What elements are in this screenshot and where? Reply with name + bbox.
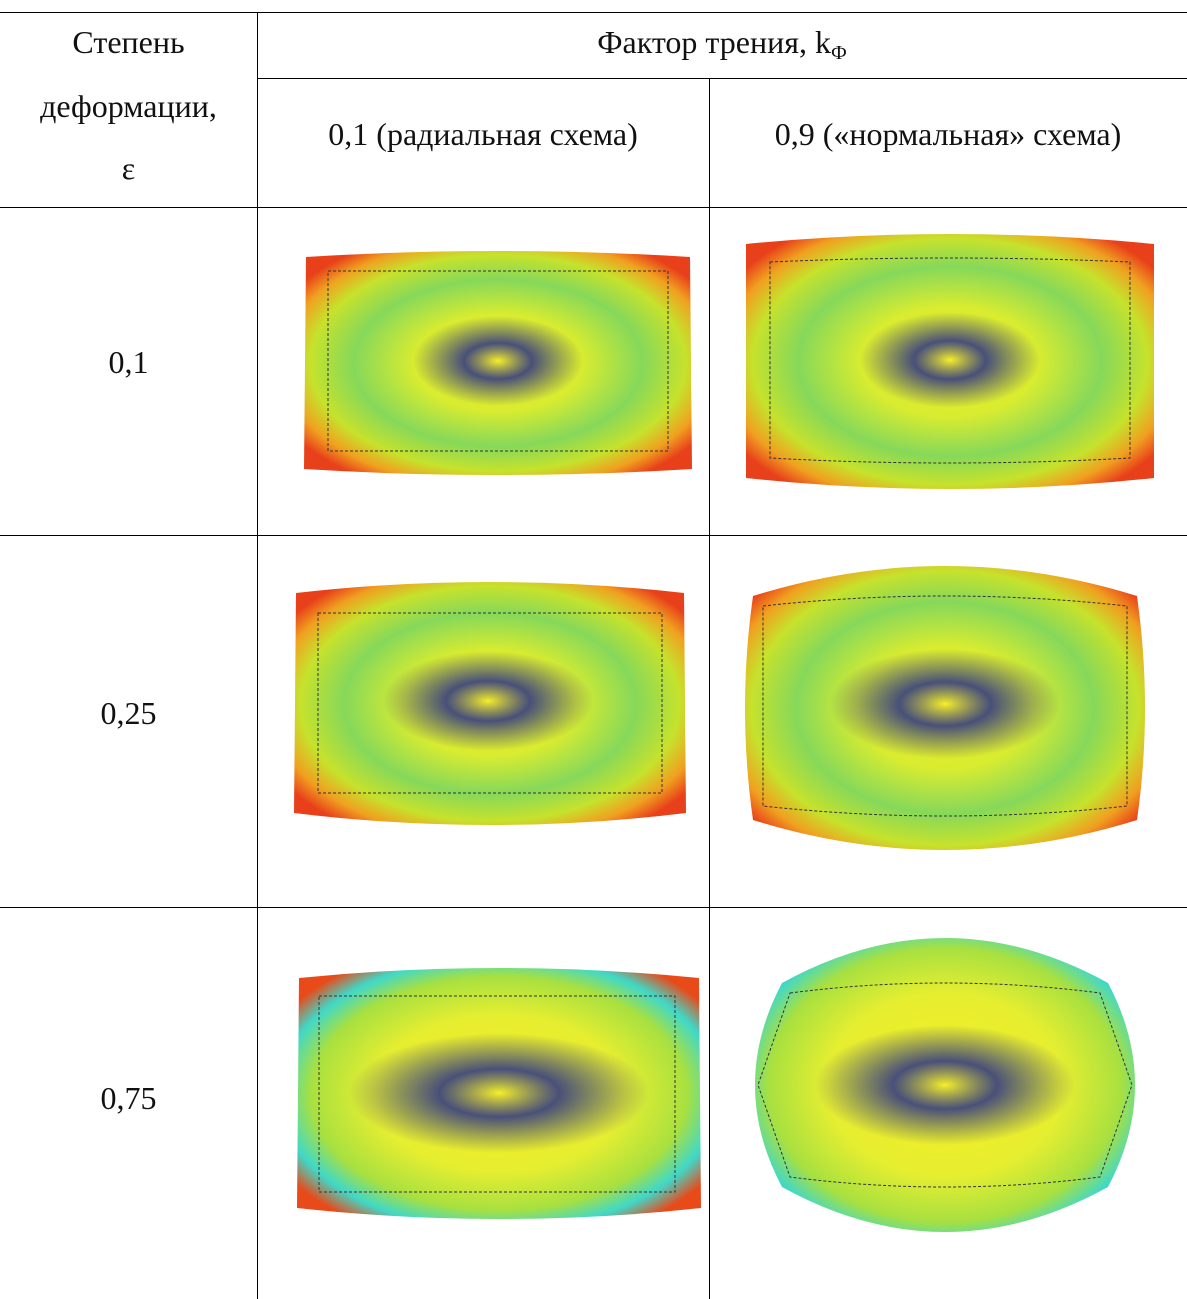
- strain: 0,75: [0, 1082, 257, 1114]
- simulation-image: [298, 243, 698, 483]
- rule: [0, 535, 1187, 536]
- rule: [709, 78, 710, 1299]
- rule: [0, 207, 1187, 208]
- rule: [257, 12, 258, 1299]
- simulation-image: [288, 573, 692, 833]
- row-label: Степень: [0, 26, 257, 58]
- row-label: ε: [0, 152, 257, 184]
- rule: [0, 12, 1187, 13]
- simulation-image: [742, 913, 1148, 1257]
- column-group: Фактор трения, kФ: [257, 26, 1187, 63]
- page: Степень деформации, ε Фактор трения, kФ …: [0, 0, 1187, 1299]
- simulation-image: [743, 546, 1147, 870]
- simulation-image: [740, 228, 1160, 496]
- rule: [257, 78, 1187, 79]
- rule: [0, 907, 1187, 908]
- simulation-image: [293, 958, 705, 1228]
- column-header: 0,1 (радиальная схема): [257, 118, 709, 150]
- column-group-subscript: Ф: [831, 42, 847, 64]
- strain: 0,25: [0, 697, 257, 729]
- strain: 0,1: [0, 346, 257, 378]
- column-group-text: Фактор трения, k: [597, 24, 831, 60]
- column-header: 0,9 («нормальная» схема): [709, 118, 1187, 150]
- row-label: деформации,: [0, 90, 257, 122]
